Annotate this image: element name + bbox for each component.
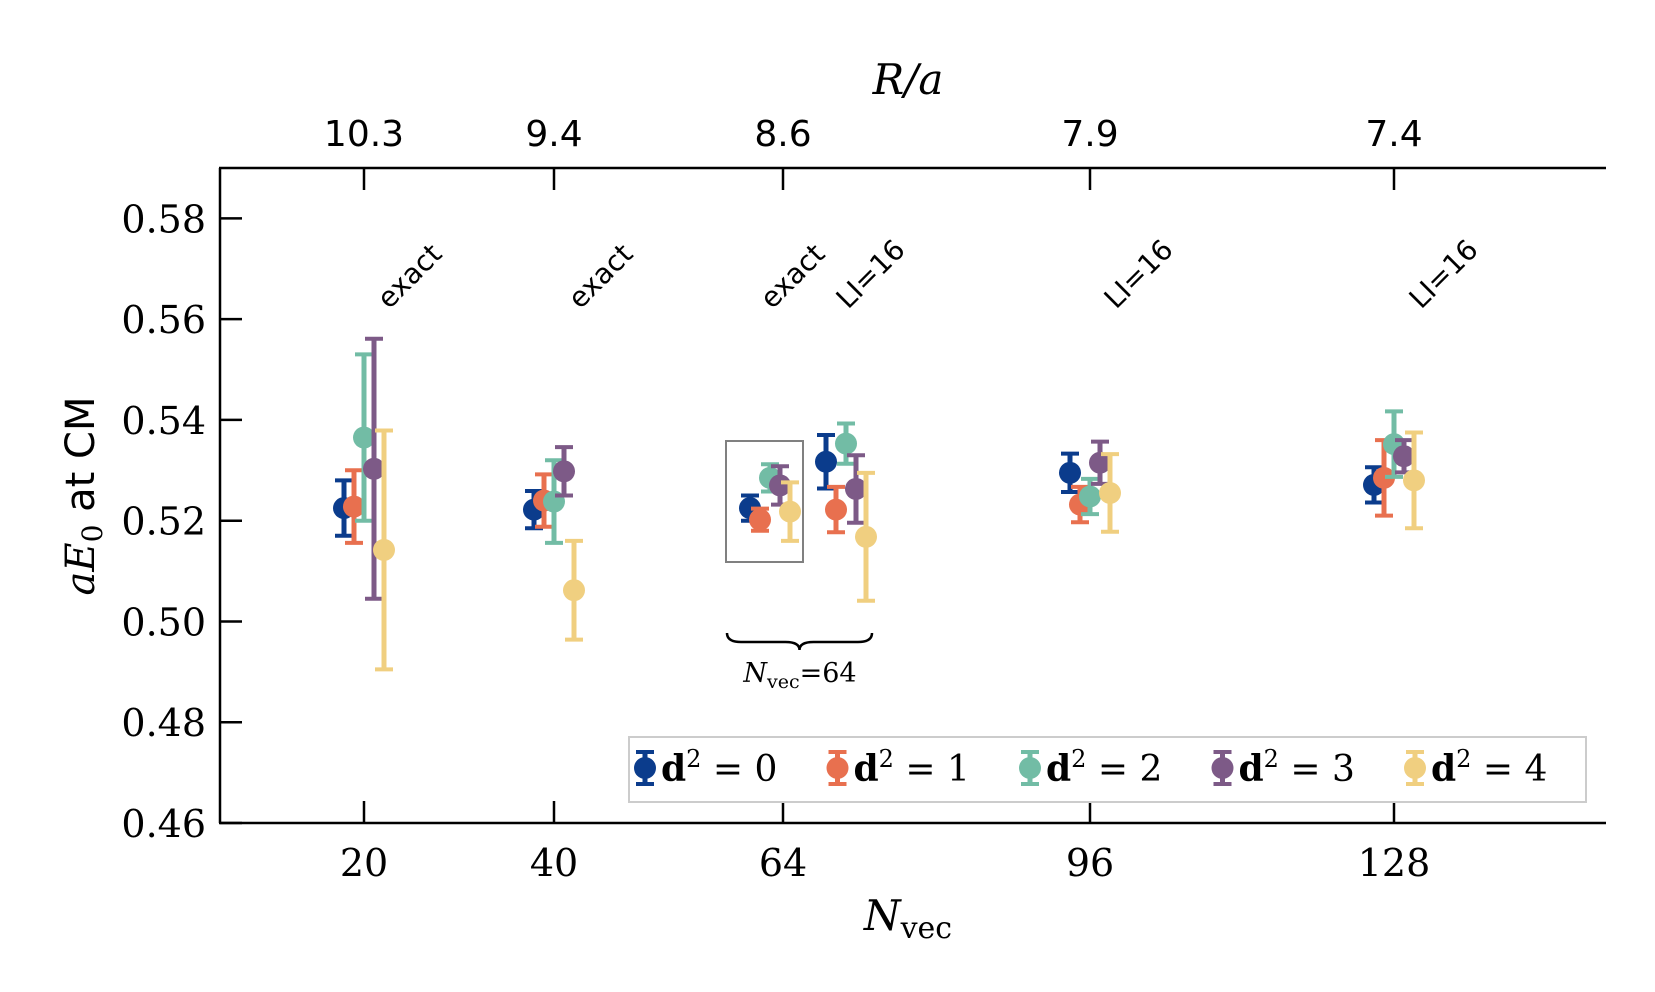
y-tick-label: 0.48 [121, 701, 206, 745]
data-marker [1403, 469, 1425, 492]
legend-entry: d2 = 2 [1019, 745, 1162, 790]
data-point [749, 506, 771, 533]
data-marker [363, 457, 385, 480]
method-annotation: LI=16 [830, 233, 912, 315]
legend-entry: d2 = 1 [826, 745, 970, 790]
data-marks [333, 336, 1425, 672]
curly-brace [725, 632, 874, 651]
legend-label: d2 = 3 [1239, 745, 1355, 790]
y-tick-label: 0.54 [121, 399, 206, 443]
data-marker [835, 432, 857, 455]
data-marker [553, 460, 575, 483]
legend-marker [1019, 757, 1041, 779]
y-tick-label: 0.58 [121, 197, 206, 241]
data-point [815, 433, 837, 491]
legend-label: d2 = 2 [1046, 745, 1162, 790]
data-point [353, 352, 375, 523]
method-annotation: LI=16 [1403, 233, 1485, 315]
data-point [363, 336, 385, 601]
top-x-tick-label: 8.6 [754, 114, 811, 155]
data-marker [1089, 451, 1111, 474]
y-tick-label: 0.46 [121, 802, 206, 846]
data-marker [815, 450, 837, 473]
data-marker [845, 477, 867, 500]
legend-label: d2 = 4 [1431, 745, 1547, 790]
legend: d2 = 0 d2 = 1 d2 = 2 d2 = 3 d2 = 4 [628, 736, 1587, 803]
x-axis-label: Nvec [863, 891, 952, 946]
data-marker [769, 474, 791, 497]
data-point [845, 453, 867, 525]
data-point [1393, 438, 1415, 475]
data-marker [1079, 485, 1101, 508]
method-annotation: exact [754, 237, 832, 315]
data-marker [353, 426, 375, 449]
data-point [825, 484, 847, 535]
data-marker [563, 579, 585, 602]
legend-marker [634, 757, 656, 779]
y-axis-label: aE0 at CM [58, 397, 109, 596]
legend-box [628, 736, 1587, 803]
data-marker [855, 525, 877, 548]
data-point [563, 538, 585, 642]
data-marker [825, 498, 847, 521]
x-tick-label: 128 [1358, 841, 1431, 885]
data-marker [373, 538, 395, 561]
data-marker [1059, 461, 1081, 484]
legend-marker [826, 757, 849, 779]
y-tick-label: 0.50 [121, 600, 206, 644]
data-point [553, 445, 575, 498]
x-tick-label: 20 [340, 841, 388, 885]
top-x-tick-label: 9.4 [525, 114, 582, 155]
data-marker [1373, 466, 1395, 489]
data-marker [749, 508, 771, 531]
data-marker [343, 495, 365, 518]
legend-entry: d2 = 0 [634, 745, 777, 790]
data-point [1079, 476, 1101, 517]
legend-entry: d2 = 3 [1211, 745, 1355, 790]
method-annotation: LI=16 [1098, 233, 1180, 315]
x-tick-label: 40 [530, 841, 578, 885]
method-annotation: exact [371, 237, 449, 315]
brace-label: Nvec=64 [742, 658, 856, 693]
legend-label: d2 = 0 [661, 745, 777, 790]
data-point [855, 470, 877, 603]
data-marker [1393, 445, 1415, 468]
y-tick-label: 0.52 [121, 500, 206, 544]
top-axis-label: R/a [872, 55, 944, 104]
highlight-box [725, 440, 804, 563]
legend-label: d2 = 1 [854, 745, 970, 790]
data-point [1099, 452, 1121, 534]
top-x-tick-label: 10.3 [324, 114, 404, 155]
y-tick-label: 0.56 [121, 298, 206, 342]
top-x-tick-label: 7.4 [1365, 114, 1422, 155]
data-point [835, 421, 857, 466]
chart-axes: 0.46 0.48 0.50 0.52 0.54 0.56 0.58 20 10.3 40 9.4 6… [58, 55, 1606, 946]
x-tick-label: 64 [759, 841, 807, 885]
data-point [1403, 430, 1425, 531]
data-point [343, 468, 365, 545]
method-annotation: exact [562, 237, 640, 315]
legend-marker [1404, 757, 1426, 779]
data-point [779, 480, 801, 543]
x-tick-label: 96 [1066, 841, 1114, 885]
data-point [1059, 451, 1081, 494]
legend-entry: d2 = 4 [1404, 745, 1547, 790]
data-point [373, 428, 395, 672]
legend-marker [1211, 757, 1234, 779]
top-x-tick-label: 7.9 [1061, 114, 1118, 155]
data-marker [779, 500, 801, 523]
data-marker [1099, 481, 1121, 504]
